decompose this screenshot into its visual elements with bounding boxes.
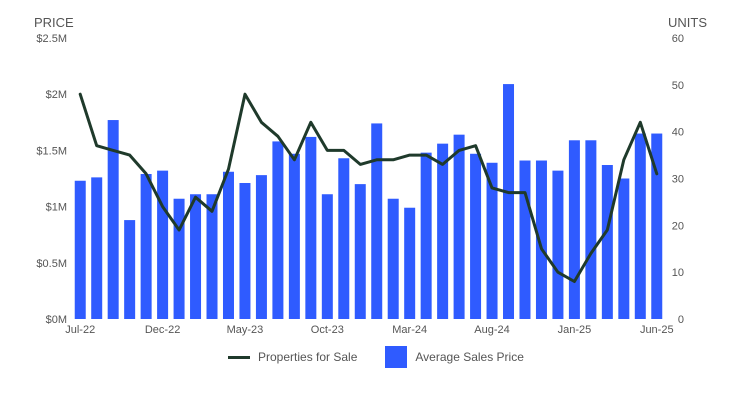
bar-avg-sales-price[interactable] bbox=[173, 198, 185, 319]
bar-avg-sales-price[interactable] bbox=[124, 220, 136, 319]
left-tick-label: $2.5M bbox=[36, 33, 67, 45]
bar-avg-sales-price[interactable] bbox=[74, 180, 86, 319]
bar-avg-sales-price[interactable] bbox=[190, 194, 202, 319]
left-axis-title: PRICE bbox=[34, 15, 74, 30]
bar-avg-sales-price[interactable] bbox=[338, 158, 350, 319]
x-tick-label: Mar-24 bbox=[392, 324, 427, 336]
line-properties-for-sale[interactable] bbox=[78, 92, 659, 283]
bar-avg-sales-price[interactable] bbox=[618, 178, 630, 320]
bar-avg-sales-price[interactable] bbox=[470, 153, 482, 319]
legend-item-bar[interactable]: Average Sales Price bbox=[385, 346, 524, 368]
x-tick-label: May-23 bbox=[227, 324, 264, 336]
right-tick-label: 30 bbox=[672, 174, 684, 186]
bar-avg-sales-price[interactable] bbox=[255, 175, 267, 319]
bar-avg-sales-price[interactable] bbox=[140, 174, 152, 319]
bar-avg-sales-price[interactable] bbox=[585, 140, 597, 319]
bar-avg-sales-price[interactable] bbox=[91, 177, 103, 319]
left-tick-label: $0M bbox=[46, 314, 67, 326]
x-tick-label: Jan-25 bbox=[558, 324, 592, 336]
legend-item-line[interactable]: Properties for Sale bbox=[228, 350, 357, 364]
legend-line-swatch bbox=[228, 355, 250, 359]
right-tick-label: 50 bbox=[672, 80, 684, 92]
left-tick-label: $2M bbox=[46, 89, 67, 101]
bar-avg-sales-price[interactable] bbox=[107, 120, 119, 319]
bar-avg-sales-price[interactable] bbox=[321, 194, 333, 319]
bar-avg-sales-price[interactable] bbox=[535, 160, 547, 319]
bar-avg-sales-price[interactable] bbox=[206, 194, 218, 319]
bar-avg-sales-price[interactable] bbox=[222, 171, 234, 319]
bar-avg-sales-price[interactable] bbox=[437, 143, 449, 319]
legend-bar-swatch bbox=[385, 346, 408, 368]
x-tick-label: Jun-25 bbox=[640, 324, 674, 336]
bar-avg-sales-price[interactable] bbox=[634, 133, 646, 319]
bar-avg-sales-price[interactable] bbox=[601, 165, 613, 319]
legend-label-properties: Properties for Sale bbox=[258, 350, 358, 364]
bar-avg-sales-price[interactable] bbox=[519, 160, 531, 319]
right-axis-title: UNITS bbox=[668, 15, 707, 30]
bar-avg-sales-price[interactable] bbox=[503, 84, 515, 319]
left-tick-label: $1M bbox=[46, 202, 67, 214]
bar-avg-sales-price[interactable] bbox=[305, 136, 317, 319]
bar-avg-sales-price[interactable] bbox=[651, 133, 663, 319]
legend-label-avg-price: Average Sales Price bbox=[415, 350, 524, 364]
bar-avg-sales-price[interactable] bbox=[453, 134, 465, 319]
x-tick-label: Dec-22 bbox=[145, 324, 180, 336]
bar-avg-sales-price[interactable] bbox=[387, 198, 399, 319]
bar-avg-sales-price[interactable] bbox=[288, 153, 300, 319]
bar-avg-sales-price[interactable] bbox=[568, 140, 580, 319]
bar-avg-sales-price[interactable] bbox=[420, 152, 432, 319]
right-tick-label: 20 bbox=[672, 220, 684, 232]
bar-avg-sales-price[interactable] bbox=[486, 162, 498, 319]
right-tick-label: 40 bbox=[672, 127, 684, 139]
bar-avg-sales-price[interactable] bbox=[157, 170, 169, 319]
left-tick-label: $1.5M bbox=[36, 145, 67, 157]
right-tick-label: 0 bbox=[678, 314, 684, 326]
legend: Properties for Sale Average Sales Price bbox=[228, 346, 552, 368]
left-tick-label: $0.5M bbox=[36, 258, 67, 270]
right-tick-label: 10 bbox=[672, 267, 684, 279]
bar-avg-sales-price[interactable] bbox=[371, 123, 383, 319]
x-tick-label: Aug-24 bbox=[474, 324, 509, 336]
bar-avg-sales-price[interactable] bbox=[272, 141, 284, 319]
bar-avg-sales-price[interactable] bbox=[552, 170, 564, 319]
bar-avg-sales-price[interactable] bbox=[404, 207, 416, 319]
x-tick-label: Jul-22 bbox=[65, 324, 95, 336]
right-tick-label: 60 bbox=[672, 33, 684, 45]
x-tick-label: Oct-23 bbox=[311, 324, 344, 336]
bar-avg-sales-price[interactable] bbox=[354, 184, 366, 319]
bar-avg-sales-price[interactable] bbox=[239, 182, 251, 319]
